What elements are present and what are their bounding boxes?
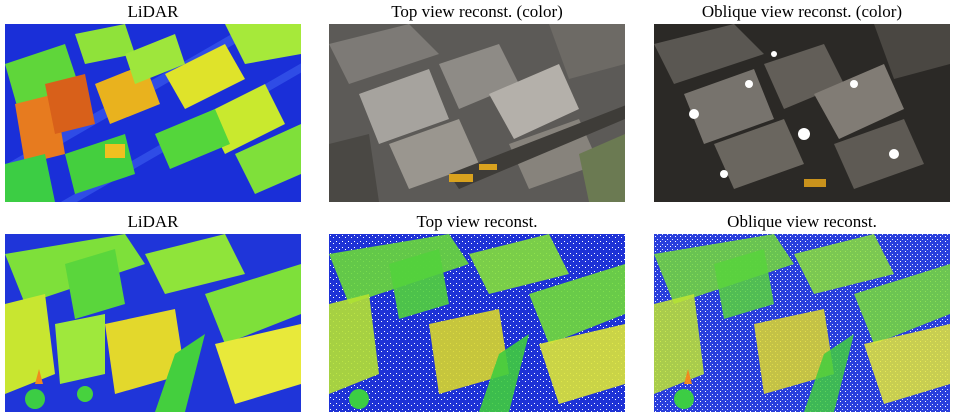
recon-top-image: [329, 234, 625, 412]
panel-caption: LiDAR: [127, 212, 179, 231]
recon-oblique-image: [654, 234, 950, 412]
panel-recon-top: Top view reconst.: [329, 210, 625, 412]
panel-lidar-top: LiDAR: [5, 0, 301, 202]
panel-caption: Oblique view reconst. (color): [701, 2, 903, 21]
lidar-top-image: [5, 24, 301, 202]
panel-lidar-oblique: LiDAR: [5, 210, 301, 412]
panel-color-top: Top view reconst. (color): [329, 0, 625, 202]
panel-caption: Oblique view reconst.: [727, 212, 877, 231]
color-top-image: [329, 24, 625, 202]
color-oblique-image: [654, 24, 950, 202]
panel-color-oblique: Oblique view reconst. (color): [654, 0, 950, 202]
panel-recon-oblique: Oblique view reconst.: [654, 210, 950, 412]
panel-caption: Top view reconst.: [416, 212, 538, 231]
panel-caption: Top view reconst. (color): [391, 2, 563, 21]
panel-caption: LiDAR: [127, 2, 179, 21]
lidar-oblique-image: [5, 234, 301, 412]
